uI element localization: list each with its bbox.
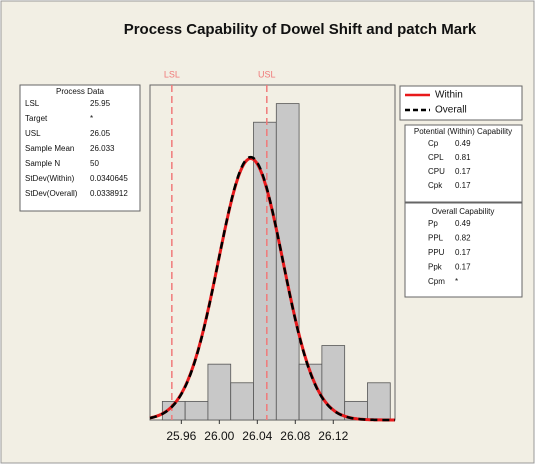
table-label: CPU bbox=[428, 167, 445, 176]
legend-box bbox=[399, 85, 523, 121]
table-value: 0.17 bbox=[455, 248, 471, 257]
table-title: Process Data bbox=[56, 87, 105, 96]
table-label: Pp bbox=[428, 219, 438, 228]
table-label: USL bbox=[25, 129, 41, 138]
bar bbox=[207, 363, 232, 421]
table-label: Cpk bbox=[428, 181, 443, 190]
table-label: Sample N bbox=[25, 159, 60, 168]
table-value: 26.033 bbox=[90, 144, 115, 153]
table-label: Cpm bbox=[428, 277, 445, 286]
table-value: 0.49 bbox=[455, 139, 471, 148]
table-value: 0.17 bbox=[455, 263, 471, 272]
chart-title: Process Capability of Dowel Shift and pa… bbox=[124, 21, 477, 38]
spec-label: USL bbox=[258, 69, 276, 79]
table-value: * bbox=[455, 277, 458, 286]
x-tick-label: 26.08 bbox=[280, 429, 310, 443]
bar bbox=[230, 382, 254, 421]
x-tick-label: 26.00 bbox=[204, 429, 234, 443]
overall-box bbox=[404, 202, 523, 298]
table-value: * bbox=[90, 114, 93, 123]
x-tick-label: 26.04 bbox=[242, 429, 272, 443]
bar bbox=[184, 400, 209, 421]
table-label: Sample Mean bbox=[25, 144, 74, 153]
table-value: 0.0338912 bbox=[90, 189, 128, 198]
table-value: 25.95 bbox=[90, 99, 111, 108]
x-tick-label: 26.12 bbox=[318, 429, 348, 443]
potential-box bbox=[404, 124, 523, 203]
bar bbox=[275, 103, 300, 421]
process-data-box bbox=[19, 84, 141, 212]
table-value: 0.49 bbox=[455, 219, 471, 228]
bar bbox=[367, 382, 391, 421]
table-value: 26.05 bbox=[90, 129, 111, 138]
legend-label: Within bbox=[435, 90, 463, 101]
table-value: 0.81 bbox=[455, 153, 471, 162]
table-value: 0.0340645 bbox=[90, 174, 128, 183]
table-label: LSL bbox=[25, 99, 40, 108]
spec-label: LSL bbox=[164, 69, 180, 79]
table-value: 0.82 bbox=[455, 234, 471, 243]
fit-curve bbox=[149, 155, 395, 422]
table-label: PPU bbox=[428, 248, 445, 257]
table-title: Potential (Within) Capability bbox=[414, 127, 512, 136]
legend-label: Overall bbox=[435, 105, 467, 116]
bar bbox=[253, 121, 277, 421]
table-label: PPL bbox=[428, 234, 444, 243]
x-tick-label: 25.96 bbox=[166, 429, 196, 443]
table-label: Ppk bbox=[428, 263, 443, 272]
table-title: Overall Capability bbox=[432, 207, 495, 216]
table-value: 0.17 bbox=[455, 167, 471, 176]
table-label: Cp bbox=[428, 139, 439, 148]
table-value: 0.17 bbox=[455, 181, 471, 190]
table-label: StDev(Within) bbox=[25, 174, 75, 183]
table-label: StDev(Overall) bbox=[25, 189, 78, 198]
table-label: Target bbox=[25, 114, 48, 123]
table-label: CPL bbox=[428, 153, 444, 162]
table-value: 50 bbox=[90, 159, 99, 168]
